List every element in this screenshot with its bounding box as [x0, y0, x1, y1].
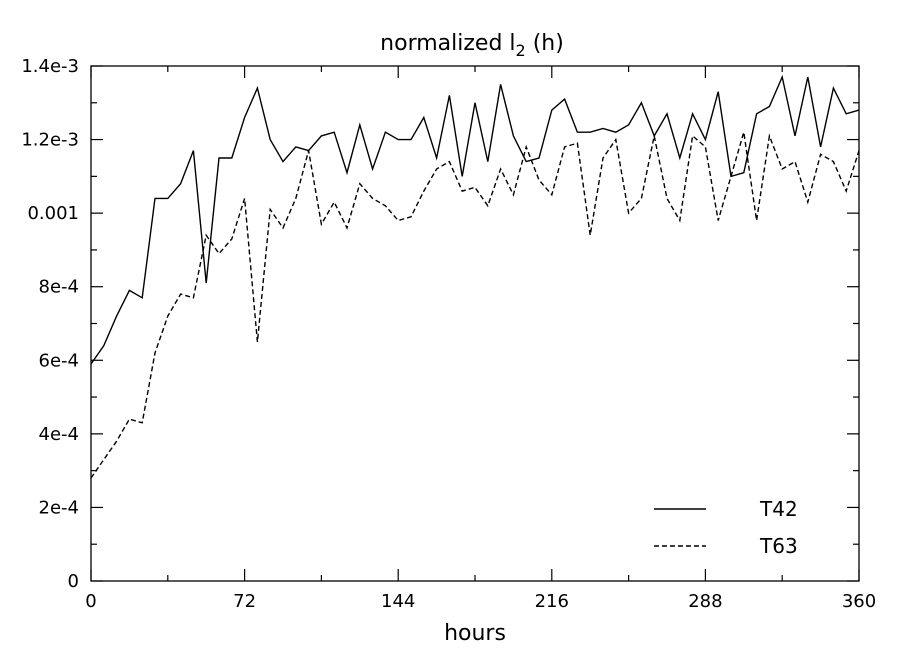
x-tick-label: 360	[842, 591, 876, 612]
y-tick-label: 1.2e-3	[21, 130, 79, 151]
x-tick-label: 72	[233, 591, 256, 612]
plot-border	[90, 65, 860, 582]
series-line-t42	[90, 74, 860, 365]
x-tick-label: 144	[381, 591, 415, 612]
y-tick-label: 2e-4	[39, 497, 79, 518]
chart-title: normalized l2 (h)	[380, 31, 564, 60]
x-tick-label: 288	[688, 591, 722, 612]
y-tick-label: 1.4e-3	[21, 56, 79, 77]
y-tick-label: 6e-4	[39, 350, 79, 371]
legend-label-t63: T63	[759, 534, 798, 558]
chart-title-subscript: 2	[516, 41, 526, 60]
plot-frame	[90, 65, 860, 582]
y-axis: 0 2e-4 4e-4 6e-4 8e-4 0.001 1.2e-3 1.4e-3	[21, 56, 859, 592]
x-tick-label: 216	[535, 591, 569, 612]
x-axis: 0 72 144 216 288 360	[85, 66, 876, 612]
y-tick-label: 4e-4	[39, 424, 79, 445]
series-layer	[90, 74, 860, 479]
x-axis-label: hours	[444, 621, 506, 646]
y-tick-label: 8e-4	[39, 277, 79, 298]
chart-title-suffix: (h)	[526, 31, 564, 56]
y-tick-label: 0	[68, 571, 79, 592]
legend: T42 T63	[654, 497, 798, 558]
x-tick-label: 0	[85, 591, 96, 612]
y-tick-label: 0.001	[27, 203, 79, 224]
legend-label-t42: T42	[759, 497, 798, 521]
series-line-t63	[90, 132, 860, 479]
chart-title-main: normalized l	[380, 31, 515, 56]
